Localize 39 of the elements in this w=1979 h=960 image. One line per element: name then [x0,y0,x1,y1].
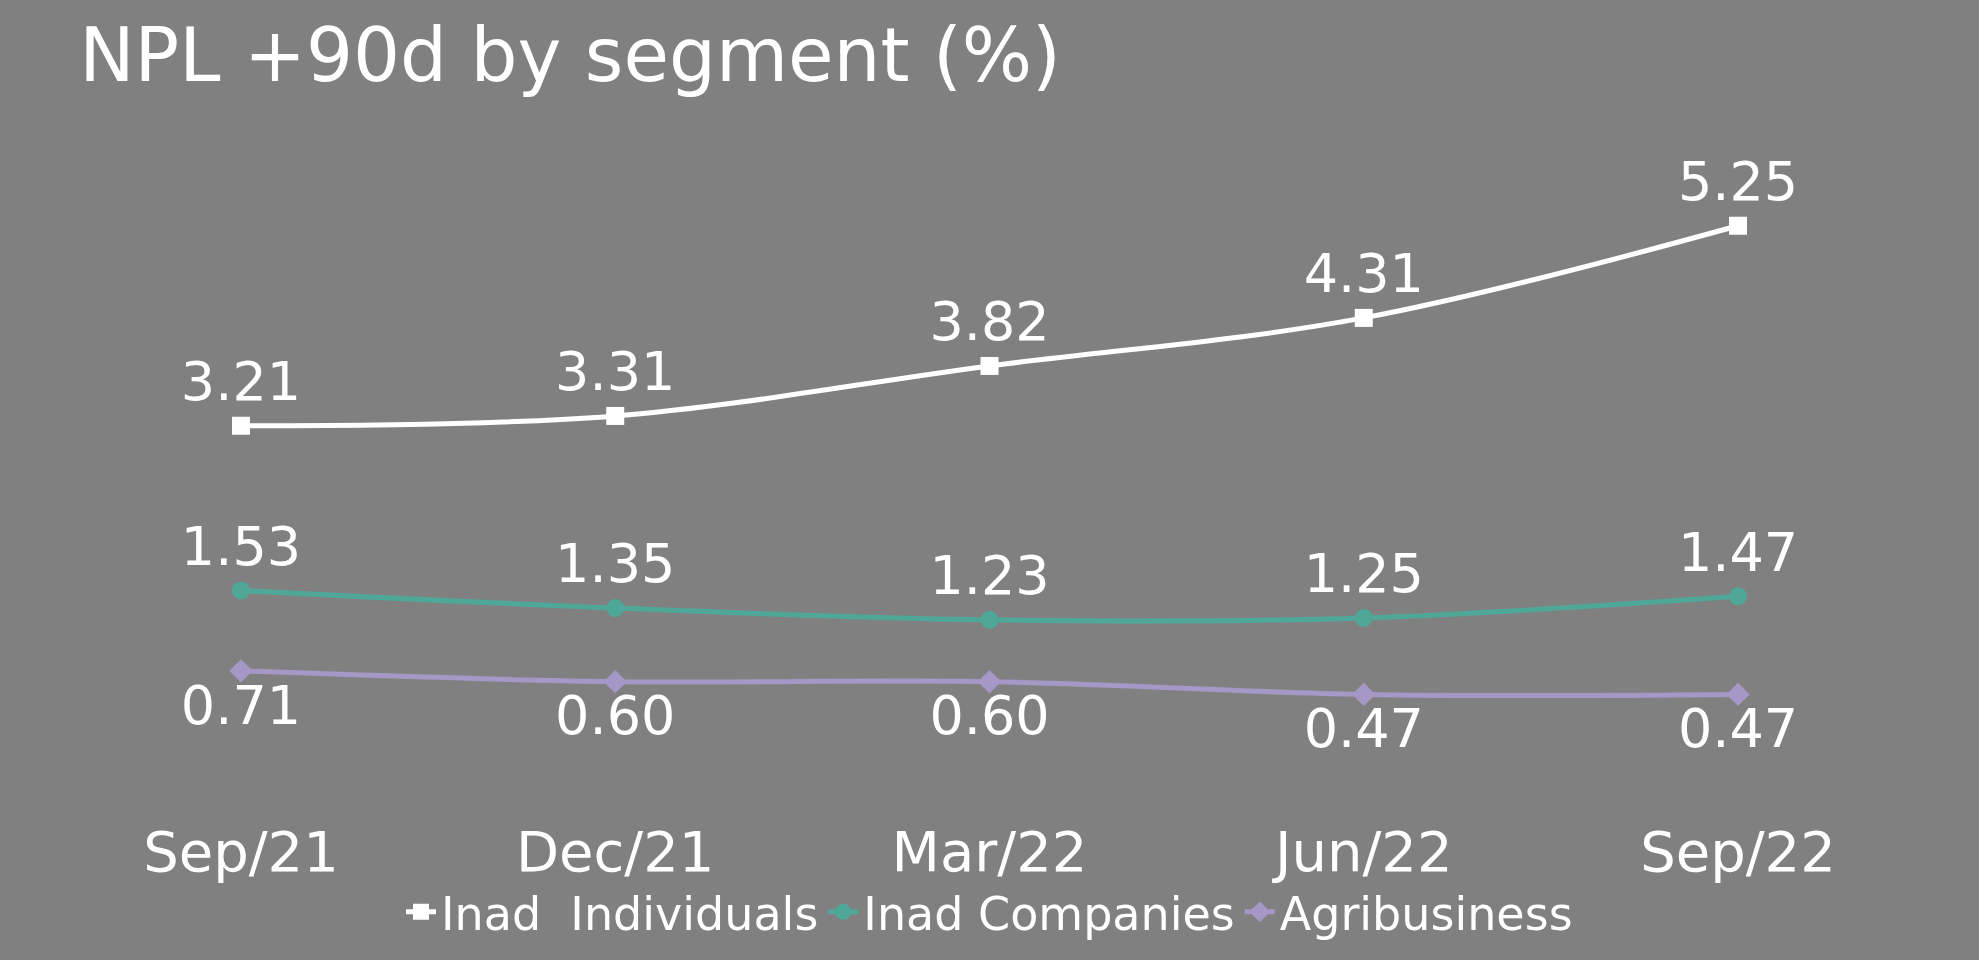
point [980,356,999,375]
data-label: 1.47 [1677,520,1799,584]
point [1354,308,1373,327]
data-label: 3.31 [555,340,676,404]
data-label: 0.60 [929,684,1050,748]
point [1726,682,1750,707]
point [229,659,253,683]
x-tick-label: Dec/21 [515,819,715,884]
point [232,581,250,600]
legend-label: Agribusiness [1279,886,1573,941]
x-tick-label: Mar/22 [891,819,1088,884]
point [231,416,250,435]
x-tick-label: Jun/22 [1271,819,1453,884]
data-label: 1.25 [1303,542,1424,606]
chart-title: NPL +90d by segment (%) [79,11,1061,98]
point [1729,587,1748,606]
point [606,406,625,425]
point [603,669,627,694]
point [1729,216,1748,235]
point [980,610,999,629]
point [1352,682,1376,707]
data-label: 3.21 [180,350,302,413]
data-label: 5.25 [1677,149,1799,213]
legend-label: Inad Companies [863,886,1235,941]
point [977,669,1002,694]
data-label: 1.23 [929,544,1050,608]
data-label: 3.82 [929,290,1050,354]
x-tick-label: Sep/21 [143,819,339,884]
data-label: 1.53 [180,514,302,578]
data-label: 0.60 [555,684,676,748]
data-label: 0.47 [1677,697,1799,761]
data-label: 4.31 [1303,242,1424,306]
legend-label: Inad Individuals [441,886,819,941]
data-label: 0.71 [180,673,302,737]
point [1354,608,1373,627]
point [606,599,625,618]
data-label: 1.35 [555,532,676,596]
data-label: 0.47 [1303,697,1424,761]
x-tick-label: Sep/22 [1640,819,1836,884]
